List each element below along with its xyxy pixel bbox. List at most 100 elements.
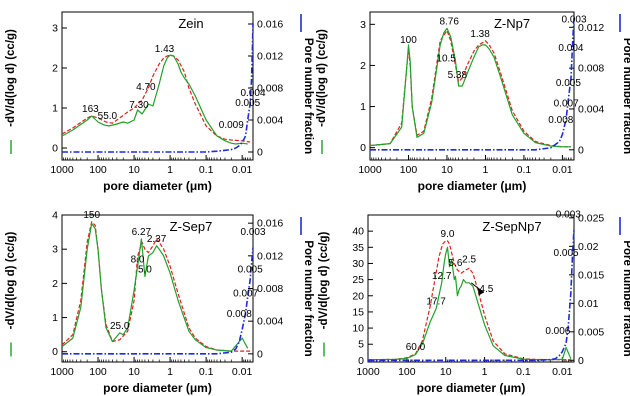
x-tick-label: 1000 <box>50 164 74 176</box>
peak-annotation: 0.005 <box>554 248 579 259</box>
series-line-1 <box>61 221 251 352</box>
x-tick-label: 1 <box>482 366 488 378</box>
series-line-2 <box>369 27 571 148</box>
y-right-tick-label: 0.005 <box>578 326 604 338</box>
y-left-tick-label: 0 <box>358 355 364 367</box>
peak-annotation: 0.008 <box>548 115 573 126</box>
peak-annotation: 8.0 <box>131 254 145 265</box>
x-axis-label: pore diameter (μm) <box>103 381 212 395</box>
y-left-tick-label: 1 <box>52 103 58 115</box>
peak-annotation: 25.0 <box>110 321 130 332</box>
peak-annotation: 0.003 <box>561 14 586 25</box>
series-line-3 <box>370 17 575 151</box>
peak-annotation: 1.43 <box>155 44 175 55</box>
y-left-tick-label: 30 <box>352 258 364 270</box>
y-left-tick-label: 2 <box>360 60 366 72</box>
x-tick-label: 100 <box>398 366 416 378</box>
peak-annotation: 1.38 <box>470 29 490 40</box>
y-left-tick-label: 2 <box>52 63 58 75</box>
peak-annotation: 5.6 <box>449 258 463 269</box>
series-line-3 <box>62 23 254 153</box>
x-tick-label: 0.1 <box>199 366 214 378</box>
y-left-tick-label: 4 <box>52 210 58 222</box>
x-tick-label: 10 <box>441 164 453 176</box>
panel-title: Zein <box>178 16 203 31</box>
y-left-tick-label: 0 <box>52 346 58 358</box>
series-line-3 <box>62 247 254 355</box>
x-tick-label: 1 <box>167 164 173 176</box>
y-left-tick-label: 0 <box>360 142 366 154</box>
peak-annotation: 17.7 <box>426 297 446 308</box>
y-right-tick-label: 0.012 <box>257 51 283 63</box>
y-right-tick-label: 0.015 <box>578 269 604 281</box>
peak-annotation: 100 <box>400 35 417 46</box>
y-right-tick-label: 0 <box>578 144 584 156</box>
peak-annotation: 12.7 <box>432 271 452 282</box>
peak-annotation: 163 <box>82 104 99 115</box>
x-tick-label: 10 <box>128 164 140 176</box>
series-line-3 <box>368 229 575 362</box>
peak-annotation: 9.0 <box>441 229 455 240</box>
y-left-tick-label: 1 <box>360 101 366 113</box>
y-right-axis-label: Pore number fraction <box>302 38 314 154</box>
plot-frame <box>367 214 575 363</box>
x-axis-label: pore diameter (μm) <box>418 179 527 193</box>
y-right-tick-label: 0.02 <box>578 241 599 253</box>
x-axis-label: pore diameter (μm) <box>417 381 526 395</box>
series-line-2 <box>61 54 248 145</box>
annotation-arrowhead <box>477 288 484 296</box>
peak-annotation: 0.007 <box>233 288 258 299</box>
panel-title: Z-SepNp7 <box>482 219 541 234</box>
peak-annotation: 60.0 <box>406 342 426 353</box>
y-right-tick-label: 0.008 <box>257 283 283 295</box>
y-left-axis-label: -dV/d(log d) (cc/g) <box>5 231 17 329</box>
y-right-tick-label: 0.004 <box>578 103 604 115</box>
y-left-tick-label: 5 <box>358 339 364 351</box>
series-line-2 <box>61 222 249 352</box>
y-right-axis-label: Pore number fraction <box>621 38 630 154</box>
y-right-axis-label: Pore number fraction <box>621 240 630 356</box>
x-tick-label: 10 <box>440 366 452 378</box>
x-axis-label: pore diameter (μm) <box>103 179 212 193</box>
peak-annotation: 0.004 <box>558 43 583 54</box>
x-tick-label: 1000 <box>356 366 380 378</box>
peak-annotation: 55.0 <box>98 111 118 122</box>
x-tick-label: 0.01 <box>552 164 573 176</box>
x-tick-label: 1 <box>483 164 489 176</box>
x-tick-label: 100 <box>89 366 107 378</box>
x-tick-label: 100 <box>400 164 418 176</box>
y-right-tick-label: 0.008 <box>257 83 283 95</box>
y-left-tick-label: 0 <box>52 143 58 155</box>
y-left-tick-label: 25 <box>352 274 364 286</box>
peak-annotation: 0.003 <box>556 209 581 220</box>
x-tick-label: 0.01 <box>552 366 573 378</box>
y-right-tick-label: 0 <box>257 147 263 159</box>
peak-annotation: 0.009 <box>219 120 244 131</box>
y-right-tick-label: 0.016 <box>257 218 283 230</box>
peak-annotation: 0.003 <box>240 227 265 238</box>
y-right-tick-label: 0.012 <box>257 250 283 262</box>
peak-annotation: 0.005 <box>235 98 260 109</box>
series-line-1 <box>369 29 571 148</box>
plot-frame <box>369 11 575 161</box>
x-tick-label: 1000 <box>358 164 382 176</box>
peak-annotation: 0.008 <box>227 309 252 320</box>
annotation-arrow <box>470 282 485 293</box>
x-tick-label: 0.01 <box>232 366 253 378</box>
y-right-tick-label: 0.004 <box>257 316 283 328</box>
x-tick-label: 100 <box>89 164 107 176</box>
y-right-tick-label: 0.012 <box>578 22 604 34</box>
x-tick-label: 0.1 <box>517 164 532 176</box>
plot-frame <box>61 11 254 161</box>
peak-annotation: 0.005 <box>556 78 581 89</box>
y-left-tick-label: 10 <box>352 323 364 335</box>
y-left-tick-label: 15 <box>352 306 364 318</box>
y-left-tick-label: 40 <box>352 226 364 238</box>
peak-annotation: 6.27 <box>132 227 152 238</box>
y-right-tick-label: 0.016 <box>257 19 283 31</box>
peak-annotation: 0.005 <box>238 265 263 276</box>
y-left-tick-label: 20 <box>352 290 364 302</box>
y-right-tick-label: 0.004 <box>257 115 283 127</box>
x-tick-label: 0.1 <box>199 164 214 176</box>
